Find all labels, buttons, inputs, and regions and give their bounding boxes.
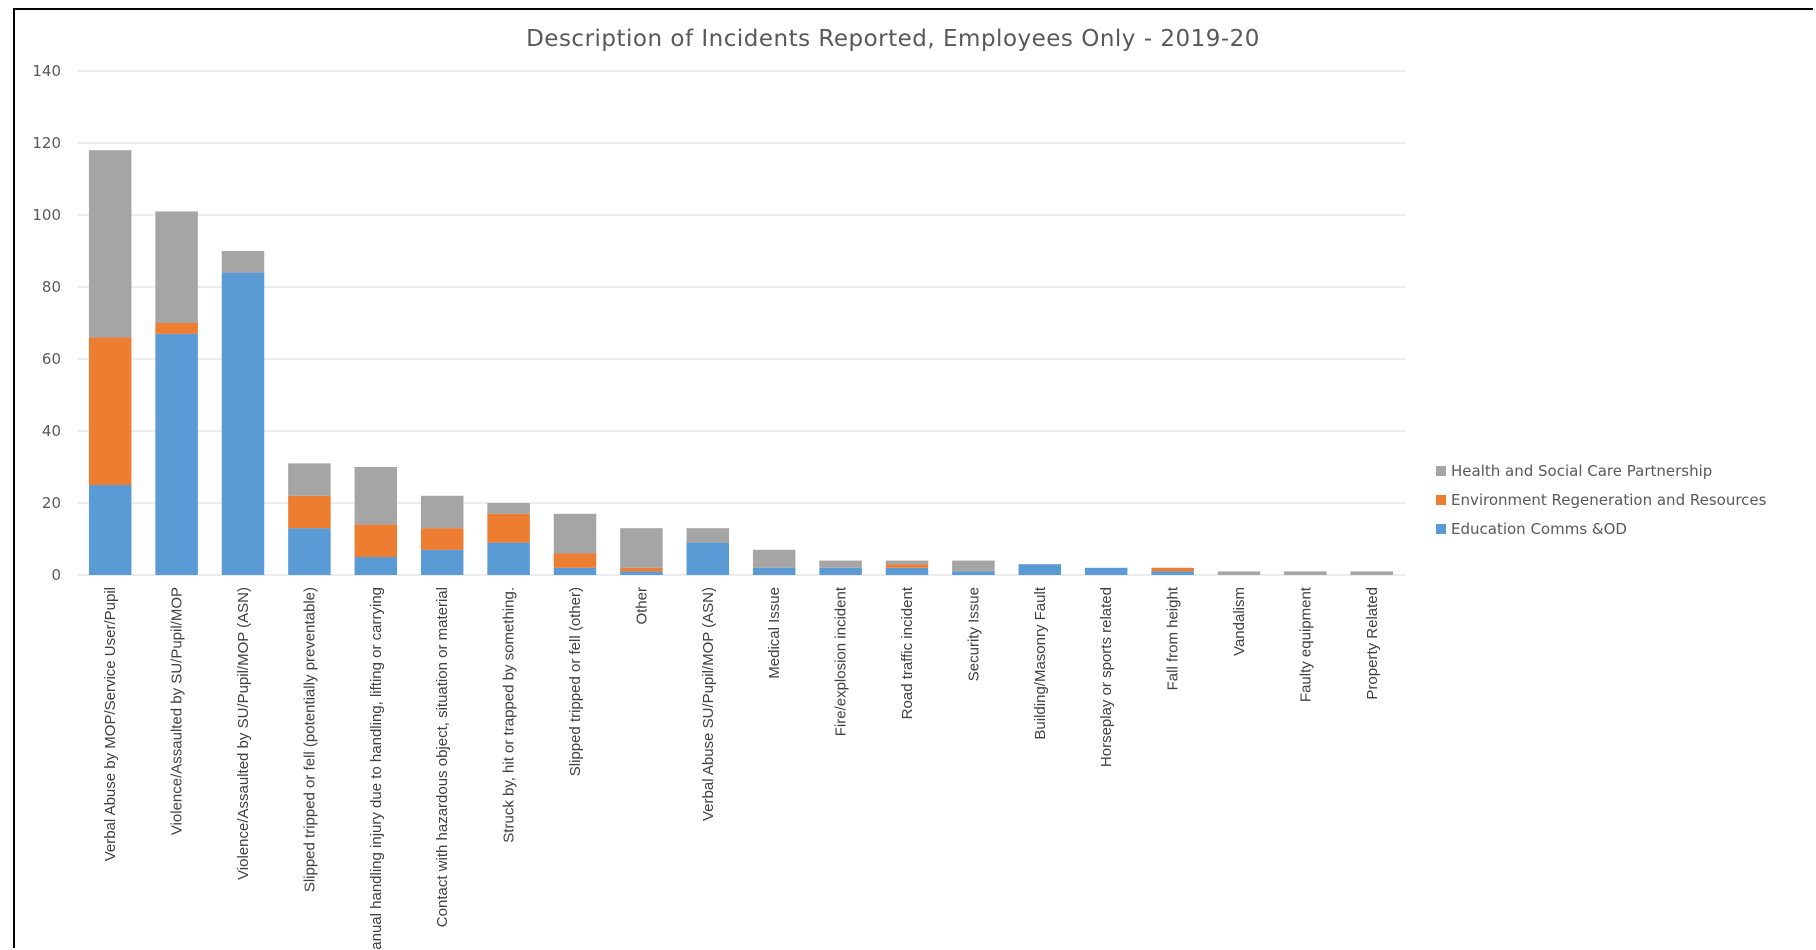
x-tick-label: Violence/Assaulted by SU/Pupil/MOP (ASN): [235, 587, 252, 880]
legend: Health and Social Care Partnership Enviro…: [1436, 462, 1767, 538]
bar-segment: [420, 495, 464, 529]
bar-segment: [952, 571, 995, 575]
y-tick-label: 100: [32, 206, 61, 224]
bar-segment: [155, 211, 198, 323]
bars: [88, 150, 1394, 575]
bar-segment: [354, 524, 398, 557]
x-tick-label: Property Related: [1364, 587, 1381, 700]
gridlines: [77, 70, 1405, 576]
bar-segment: [221, 251, 265, 273]
bar-segment: [487, 542, 530, 575]
x-tick-label: Security Issue: [965, 587, 982, 681]
bar-segment: [88, 150, 132, 338]
bar-segment: [1217, 571, 1261, 575]
x-tick-label: Struck by, hit or trapped by something.: [501, 587, 518, 843]
legend-label: Education Comms &OD: [1451, 520, 1627, 538]
bar-segment: [1084, 567, 1128, 575]
bar-segment: [354, 557, 398, 575]
bar-segment: [553, 513, 597, 554]
bar-segment: [88, 485, 132, 575]
bar-segment: [487, 513, 530, 543]
x-tick-label: Road traffic incident: [899, 586, 916, 719]
y-tick-label: 0: [51, 566, 61, 584]
x-tick-label: Vandalism: [1231, 587, 1248, 656]
x-tick-label: Horseplay or sports related: [1098, 587, 1115, 767]
legend-swatch: [1436, 524, 1446, 534]
bar-segment: [620, 571, 663, 575]
chart-title: Description of Incidents Reported, Emplo…: [526, 26, 1260, 52]
bar-segment: [288, 495, 331, 529]
bar-segment: [620, 567, 663, 572]
bar-segment: [819, 560, 862, 568]
y-tick-label: 140: [32, 62, 61, 80]
x-tick-label: Contact with hazardous object, situation…: [434, 587, 451, 927]
bar-segment: [553, 567, 597, 575]
x-tick-label: Slipped tripped or fell (other): [567, 587, 584, 776]
y-tick-label: 120: [32, 134, 61, 152]
y-tick-label: 40: [42, 422, 61, 440]
bar-segment: [1284, 571, 1327, 575]
x-tick-label: Slipped tripped or fell (potentially pre…: [301, 587, 318, 892]
bar-segment: [354, 467, 398, 525]
x-tick-label: Violence/Assaulted by SU/Pupil/MOP: [169, 587, 186, 835]
x-tick-label: Medical Issue: [766, 587, 783, 679]
bar-segment: [553, 553, 597, 568]
bar-segment: [686, 528, 730, 543]
bar-segment: [288, 463, 331, 496]
bar-segment: [752, 567, 796, 575]
bar-segment: [155, 323, 198, 334]
x-tick-label: Verbal Abuse by MOP/Service User/Pupil: [102, 587, 119, 861]
x-tick-label: Other: [633, 587, 650, 625]
x-axis-ticks: Verbal Abuse by MOP/Service User/Pupil Vi…: [102, 586, 1381, 950]
y-tick-label: 20: [42, 494, 61, 512]
y-axis-ticks: 0 20 40 60 80 100 120 140: [32, 62, 61, 584]
bar-segment: [155, 333, 198, 575]
bar-segment: [1151, 567, 1194, 572]
bar-segment: [487, 503, 530, 514]
bar-segment: [1151, 571, 1194, 575]
x-tick-label: Fall from height: [1165, 586, 1182, 690]
chart-frame: Description of Incidents Reported, Emplo…: [13, 8, 1813, 950]
bar-segment: [1018, 564, 1062, 575]
y-tick-label: 60: [42, 350, 61, 368]
x-tick-label: Verbal Abuse SU/Pupil/MOP (ASN): [700, 587, 717, 821]
x-tick-label: Faulty equipment: [1297, 586, 1314, 702]
bar-segment: [420, 549, 464, 575]
chart-svg: Description of Incidents Reported, Emplo…: [32, 26, 1767, 950]
legend-label: Health and Social Care Partnership: [1451, 462, 1712, 480]
bar-segment: [885, 564, 929, 568]
x-tick-label: Fire/explosion incident: [833, 586, 850, 736]
bar-segment: [819, 567, 862, 575]
legend-swatch: [1436, 466, 1446, 476]
bar-segment: [221, 272, 265, 575]
x-tick-label: Building/Masonry Fault: [1032, 586, 1049, 739]
bar-segment: [952, 560, 995, 572]
x-tick-label: Manual handling injury due to handling, …: [368, 587, 385, 950]
legend-label: Environment Regeneration and Resources: [1451, 491, 1767, 509]
bar-segment: [1350, 571, 1394, 575]
legend-swatch: [1436, 495, 1446, 505]
bar-segment: [620, 528, 663, 568]
bar-segment: [288, 528, 331, 575]
bar-segment: [420, 528, 464, 550]
bar-segment: [752, 549, 796, 568]
bar-segment: [885, 567, 929, 575]
bar-segment: [686, 542, 730, 575]
bar-segment: [885, 560, 929, 565]
bar-segment: [88, 337, 132, 485]
y-tick-label: 80: [42, 278, 61, 296]
